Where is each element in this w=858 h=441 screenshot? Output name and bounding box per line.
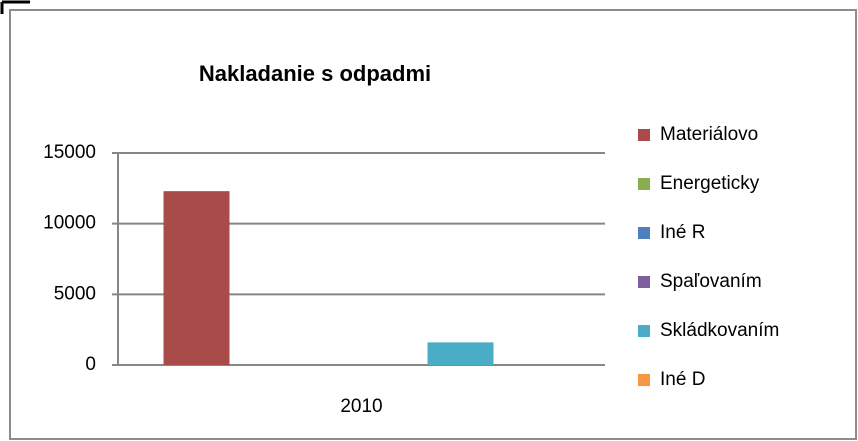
legend-label: Energeticky: [660, 173, 760, 194]
legend-label: Materiálovo: [660, 124, 758, 145]
legend-swatch: [638, 227, 650, 239]
legend-label: Iné D: [660, 369, 705, 390]
legend-swatch: [638, 276, 650, 288]
corner-mark: [0, 0, 30, 14]
legend-swatch: [638, 325, 650, 337]
x-tick-label: 2010: [340, 396, 382, 417]
chart-title: Nakladanie s odpadmi: [199, 61, 431, 86]
y-tick-label: 10000: [43, 213, 96, 234]
y-tick-label: 15000: [43, 142, 96, 163]
legend-label: Iné R: [660, 222, 705, 243]
legend-label: Skládkovaním: [660, 320, 779, 341]
legend-label: Spaľovaním: [660, 271, 762, 292]
legend-swatch: [638, 129, 650, 141]
legend-swatch: [638, 374, 650, 386]
bar: [427, 342, 494, 365]
y-tick-label: 0: [85, 354, 96, 375]
bar: [163, 191, 230, 365]
y-tick-label: 5000: [54, 283, 96, 304]
legend-swatch: [638, 178, 650, 190]
